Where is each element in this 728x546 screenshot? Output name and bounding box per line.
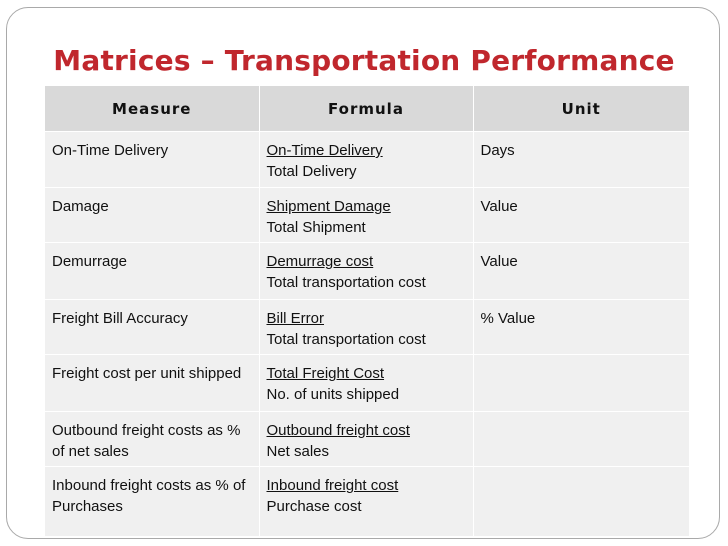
formula-denominator: Total Shipment [266,219,366,236]
table-row: Freight cost per unit shipped Total Frei… [45,354,689,412]
header-measure: Measure [45,86,260,132]
unit-cell [473,411,689,467]
table-row: Damage Shipment Damage Total Shipment Va… [45,187,689,243]
measure-cell: Freight Bill Accuracy [45,299,260,355]
table-row: On-Time Delivery On-Time Delivery Total … [45,131,689,188]
measure-cell: Outbound freight costs as % of net sales [45,411,260,467]
unit-cell [473,466,689,536]
formula-cell: Total Freight Cost No. of units shipped [259,354,474,412]
formula-cell: Outbound freight cost Net sales [259,411,474,467]
formula-numerator: Outbound freight cost [266,422,410,439]
formula-denominator: Total transportation cost [266,331,426,348]
formula-numerator: Inbound freight cost [266,477,399,494]
table-row: Demurrage Demurrage cost Total transport… [45,242,689,300]
unit-cell: % Value [473,299,689,355]
unit-cell: Days [473,131,689,188]
formula-denominator: Total Delivery [266,163,357,180]
measure-cell: Demurrage [45,242,260,300]
measure-cell: Damage [45,187,260,243]
table-header-row: Measure Formula Unit [45,86,689,132]
table-row: Freight Bill Accuracy Bill Error Total t… [45,299,689,355]
formula-denominator: No. of units shipped [266,386,400,403]
formula-denominator: Purchase cost [266,498,362,515]
slide-title: Matrices – Transportation Performance [53,44,675,77]
formula-numerator: Shipment Damage [266,198,391,215]
unit-cell: Value [473,242,689,300]
formula-cell: Demurrage cost Total transportation cost [259,242,474,300]
header-unit: Unit [473,86,689,132]
formula-denominator: Net sales [266,443,330,460]
unit-cell [473,354,689,412]
measure-cell: Inbound freight costs as % of Purchases [45,466,260,536]
formula-cell: Inbound freight cost Purchase cost [259,466,474,536]
table-row: Outbound freight costs as % of net sales… [45,411,689,467]
formula-cell: Bill Error Total transportation cost [259,299,474,355]
formula-numerator: Demurrage cost [266,253,374,270]
measure-cell: Freight cost per unit shipped [45,354,260,412]
table-row: Inbound freight costs as % of Purchases … [45,466,689,536]
formula-denominator: Total transportation cost [266,274,426,291]
formula-numerator: On-Time Delivery [266,142,383,159]
formula-numerator: Bill Error [266,310,325,327]
formula-cell: Shipment Damage Total Shipment [259,187,474,243]
measure-cell: On-Time Delivery [45,131,260,188]
header-formula: Formula [259,86,474,132]
unit-cell: Value [473,187,689,243]
formula-numerator: Total Freight Cost [266,365,385,382]
formula-cell: On-Time Delivery Total Delivery [259,131,474,188]
performance-table: Measure Formula Unit On-Time Delivery On… [45,86,689,536]
